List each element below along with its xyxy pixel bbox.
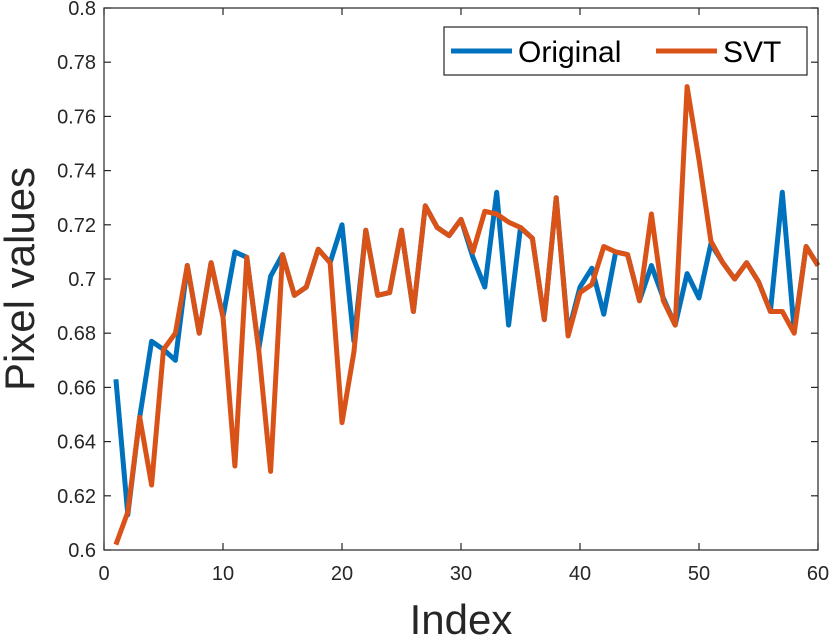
y-axis-ticks: 0.6 0.62 0.64 0.66 0.68 0.7 0.72 0.74 0.76 0.78 0.… — [57, 0, 818, 562]
y-tick-label: 0.78 — [57, 52, 96, 74]
y-tick-label: 0.66 — [57, 377, 96, 399]
series-layer — [113, 84, 821, 546]
legend-label-svt: SVT — [723, 36, 781, 69]
x-axis-title: Index — [410, 596, 513, 638]
series-line-svt — [113, 84, 821, 546]
x-tick-label: 30 — [450, 563, 472, 585]
x-tick-label: 20 — [331, 563, 353, 585]
y-tick-label: 0.62 — [57, 486, 96, 508]
plot-area: 0 10 20 30 40 50 60 0.6 0.62 0.64 0.66 0.68 0.7 0.72… — [57, 0, 829, 585]
y-tick-label: 0.64 — [57, 432, 96, 454]
y-tick-label: 0.7 — [68, 269, 96, 291]
y-tick-label: 0.6 — [68, 540, 96, 562]
x-axis-ticks: 0 10 20 30 40 50 60 — [98, 8, 829, 585]
plot-background — [104, 8, 818, 550]
x-tick-label: 10 — [212, 563, 234, 585]
y-tick-label: 0.68 — [57, 323, 96, 345]
x-tick-label: 50 — [688, 563, 710, 585]
y-axis-title: Pixel values — [0, 167, 43, 391]
y-tick-label: 0.8 — [68, 0, 96, 20]
x-tick-label: 60 — [807, 563, 829, 585]
x-tick-label: 40 — [569, 563, 591, 585]
legend: Original SVT — [443, 26, 808, 76]
y-tick-label: 0.72 — [57, 215, 96, 237]
legend-label-original: Original — [518, 36, 621, 69]
y-tick-label: 0.74 — [57, 161, 96, 183]
x-tick-label: 0 — [98, 563, 109, 585]
y-tick-label: 0.76 — [57, 106, 96, 128]
